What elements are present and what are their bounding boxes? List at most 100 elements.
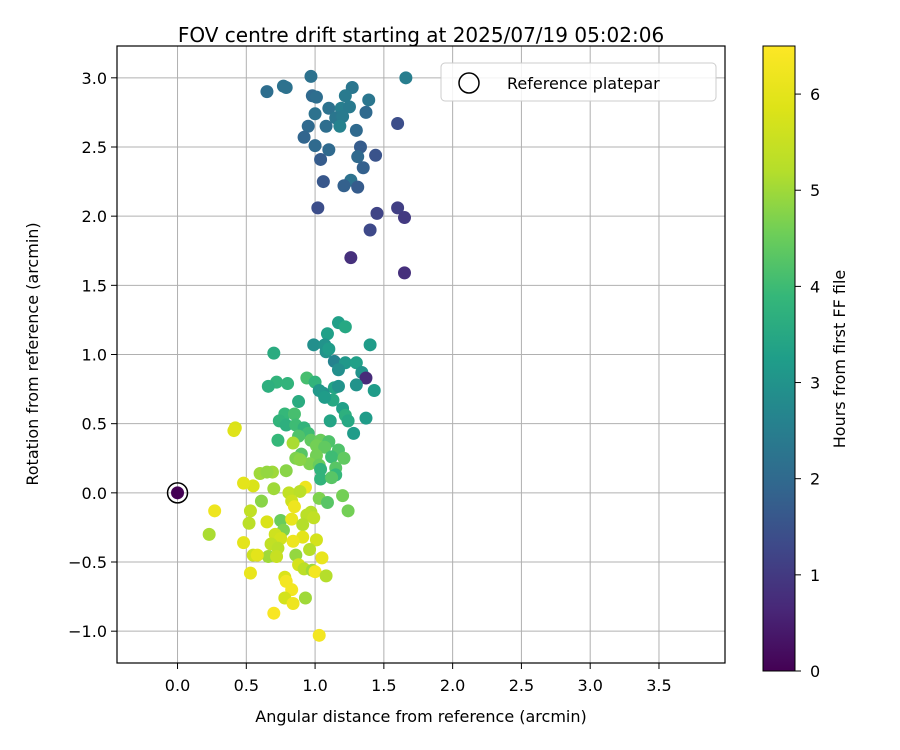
legend-label-reference: Reference platepar	[507, 74, 660, 93]
y-tick-label: 0.5	[82, 415, 107, 434]
data-point	[271, 433, 285, 447]
legend: Reference platepar	[440, 62, 717, 102]
data-point	[314, 152, 328, 166]
colorbar-tick-label: 3	[810, 374, 820, 393]
colorbar-tick-label: 4	[810, 277, 820, 296]
data-point	[285, 512, 299, 526]
data-point	[286, 597, 300, 611]
data-point	[208, 504, 222, 518]
y-tick-label: 1.5	[82, 276, 107, 295]
data-point	[363, 338, 377, 352]
chart-title: FOV centre drift starting at 2025/07/19 …	[178, 23, 664, 47]
data-point	[307, 338, 321, 352]
legend-marker-icon	[458, 72, 480, 94]
colorbar-gradient	[762, 45, 796, 672]
data-point	[331, 379, 345, 393]
y-tick-label: 3.0	[82, 69, 107, 88]
data-point	[333, 119, 347, 133]
data-point	[298, 591, 312, 605]
y-tick-label: −1.0	[68, 622, 107, 641]
data-point	[316, 175, 330, 189]
data-point	[349, 123, 363, 137]
data-point	[267, 606, 281, 620]
data-point	[399, 71, 413, 85]
data-point	[267, 346, 281, 360]
data-point	[367, 383, 381, 397]
data-point	[359, 411, 373, 425]
reference-point	[171, 486, 185, 500]
colorbar-tick-label: 5	[810, 181, 820, 200]
data-point	[342, 100, 356, 114]
data-point	[304, 69, 318, 83]
data-point	[301, 119, 315, 133]
data-point	[320, 327, 334, 341]
data-point	[397, 211, 411, 225]
data-point	[242, 516, 256, 530]
data-point	[370, 206, 384, 220]
data-point	[320, 496, 334, 510]
data-point	[391, 201, 405, 215]
data-point	[315, 551, 329, 565]
data-point	[322, 143, 336, 157]
x-tick-label: 0.0	[165, 676, 190, 695]
data-point	[260, 515, 274, 529]
data-point	[308, 107, 322, 121]
data-point	[309, 533, 323, 547]
colorbar: 0 1 2 3 4 5 6 Hours from first FF file	[762, 45, 849, 681]
data-point	[319, 119, 333, 133]
data-point	[341, 504, 355, 518]
colorbar-tick-label: 0	[810, 662, 820, 681]
x-tick-label: 3.5	[646, 676, 671, 695]
data-point	[260, 85, 274, 99]
data-point	[243, 504, 257, 518]
y-tick-label: 0.0	[82, 484, 107, 503]
data-point	[337, 179, 351, 193]
data-point	[279, 464, 293, 478]
data-point	[307, 511, 321, 525]
data-point	[279, 418, 293, 432]
y-axis-label: Rotation from reference (arcmin)	[23, 222, 42, 485]
data-point	[237, 476, 251, 490]
data-point	[303, 543, 317, 557]
colorbar-tick-label: 2	[810, 470, 820, 489]
x-axis-ticks: 0.0 0.5 1.0 1.5 2.0 2.5 3.0 3.5	[165, 663, 672, 695]
data-point	[325, 471, 339, 485]
data-point	[349, 378, 363, 392]
colorbar-label: Hours from first FF file	[830, 270, 849, 449]
y-tick-label: 2.0	[82, 207, 107, 226]
data-point	[286, 534, 300, 548]
data-point	[323, 414, 337, 428]
data-point	[338, 89, 352, 103]
data-point	[281, 377, 295, 391]
data-point	[293, 484, 307, 498]
data-point	[227, 424, 241, 438]
data-point	[267, 482, 281, 496]
reference-marker	[166, 482, 189, 504]
data-point	[349, 356, 363, 370]
data-point	[308, 565, 322, 579]
data-point	[338, 320, 352, 334]
data-point	[243, 566, 257, 580]
colorbar-ticks: 0 1 2 3 4 5 6	[795, 85, 820, 681]
data-point	[287, 500, 301, 514]
data-point	[314, 472, 328, 486]
data-point	[391, 116, 405, 130]
y-tick-label: 1.0	[82, 346, 107, 365]
data-point	[314, 462, 328, 476]
legend-box	[440, 62, 717, 102]
data-point	[351, 150, 365, 164]
data-point	[337, 451, 351, 465]
data-point	[356, 161, 370, 175]
data-point	[351, 180, 365, 194]
data-point	[318, 390, 332, 404]
data-point	[318, 440, 332, 454]
data-point	[297, 130, 311, 144]
x-tick-label: 2.0	[440, 676, 465, 695]
data-point	[397, 266, 411, 280]
x-tick-label: 2.5	[509, 676, 534, 695]
data-point	[347, 426, 361, 440]
data-point	[292, 395, 306, 409]
data-point	[311, 201, 325, 215]
y-tick-label: −0.5	[68, 553, 107, 572]
